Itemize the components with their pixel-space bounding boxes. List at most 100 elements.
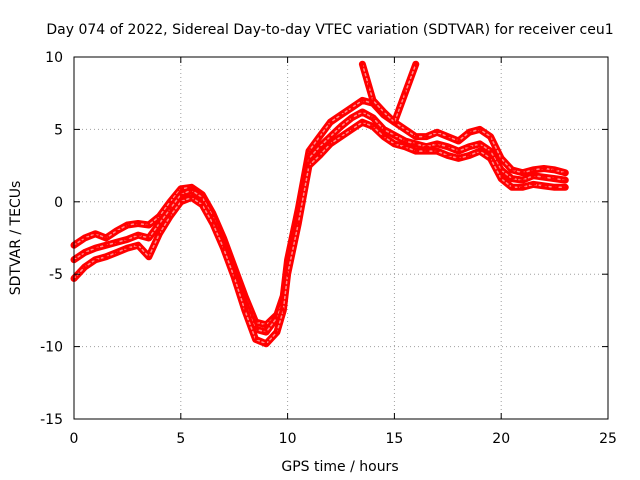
data-point [370, 114, 377, 121]
data-point [423, 148, 430, 155]
data-point [487, 148, 494, 155]
data-point [551, 175, 558, 182]
data-point [338, 133, 344, 140]
data-point [508, 175, 515, 182]
x-tick-label: 20 [492, 431, 510, 447]
data-point [359, 119, 366, 126]
data-point [412, 140, 419, 147]
data-point [188, 194, 195, 201]
data-point [551, 184, 558, 191]
data-point [370, 123, 377, 130]
data-point [348, 114, 355, 121]
data-point [92, 256, 99, 263]
data-point [487, 133, 494, 140]
data-point [434, 129, 441, 136]
data-point [113, 239, 120, 246]
data-point [327, 133, 334, 140]
data-point [455, 155, 462, 162]
plot-frame [73, 56, 609, 420]
data-point [402, 137, 409, 144]
data-point [231, 274, 238, 281]
data-point [476, 140, 483, 147]
x-tick-label: 5 [176, 431, 185, 447]
data-point [391, 119, 398, 126]
data-point [81, 235, 88, 241]
data-point [551, 166, 558, 173]
data-point [530, 181, 537, 188]
data-point [273, 329, 280, 336]
data-point [156, 220, 163, 227]
data-point [316, 143, 323, 150]
data-point [327, 140, 334, 147]
data-point [444, 133, 451, 140]
data-point [305, 155, 312, 162]
data-point [177, 191, 184, 198]
data-point [412, 148, 419, 155]
data-point [530, 166, 537, 173]
trace-lower-texture [73, 121, 567, 345]
data-point [487, 155, 494, 162]
y-tick-label: 0 [54, 195, 63, 211]
data-point [209, 220, 216, 227]
data-point [508, 184, 515, 191]
data-point [455, 137, 462, 144]
data-point [380, 126, 387, 133]
data-point [338, 111, 344, 118]
data-point [370, 97, 377, 104]
data-point [103, 253, 110, 260]
data-point [327, 119, 334, 126]
x-axis-label: GPS time / hours [281, 459, 398, 475]
data-point [220, 245, 227, 252]
data-point [103, 235, 110, 241]
data-point [519, 177, 526, 184]
data-point [145, 235, 152, 241]
data-point [263, 340, 270, 347]
axis-ticks: 0 5 10 15 20 25 10 5 0 -5 -10 -15 [40, 50, 617, 447]
data-point [365, 82, 372, 89]
data-point [241, 307, 248, 314]
data-point [81, 249, 88, 256]
data-point [466, 143, 473, 150]
data-point [466, 152, 473, 159]
x-tick-label: 10 [279, 431, 297, 447]
data-point [124, 245, 131, 252]
data-point [423, 133, 430, 140]
y-tick-label: 10 [45, 50, 63, 66]
data-point [391, 132, 398, 139]
data-point [145, 221, 152, 228]
data-point [177, 198, 184, 205]
data-point [519, 184, 526, 191]
data-point [295, 220, 302, 227]
y-tick-label: -5 [49, 267, 63, 283]
data-point [540, 165, 547, 172]
data-point [540, 182, 547, 189]
data-series [70, 60, 569, 348]
data-point [562, 184, 569, 191]
chart-title: Day 074 of 2022, Sidereal Day-to-day VTE… [46, 22, 613, 38]
y-tick-label: -15 [40, 412, 63, 428]
data-point [540, 174, 547, 181]
data-point [412, 133, 419, 140]
data-point [530, 172, 537, 179]
data-point [359, 109, 366, 116]
data-point [199, 194, 206, 201]
data-point [476, 148, 483, 155]
data-point [177, 185, 184, 192]
data-point [380, 133, 387, 140]
data-point [103, 242, 110, 249]
data-point [135, 232, 142, 239]
data-point [280, 307, 287, 314]
data-point [92, 245, 99, 252]
data-point [476, 126, 483, 133]
data-point [338, 123, 344, 130]
data-point [124, 221, 131, 228]
data-point [305, 162, 312, 169]
data-point [135, 242, 142, 249]
x-tick-label: 25 [599, 431, 617, 447]
data-point [380, 109, 387, 116]
data-point [412, 61, 419, 68]
data-point [498, 155, 505, 162]
data-point [199, 201, 206, 208]
data-point [252, 336, 259, 343]
